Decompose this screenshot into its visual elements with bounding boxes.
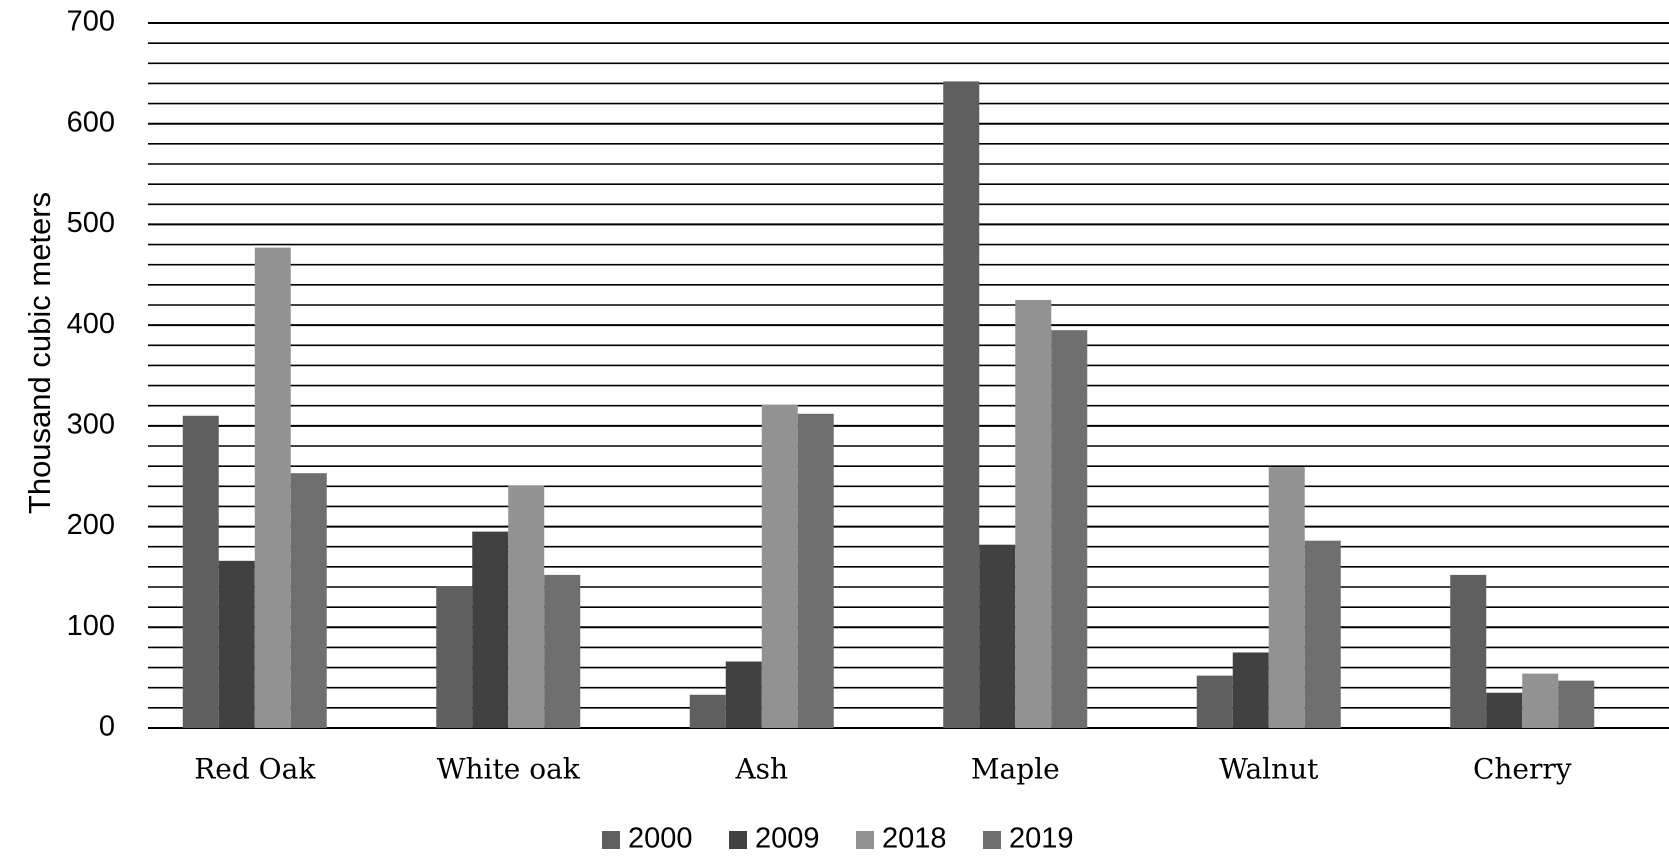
bar <box>1015 299 1052 728</box>
bar <box>1450 574 1487 728</box>
bar <box>290 473 327 728</box>
bar <box>1268 467 1305 728</box>
legend-swatch <box>983 831 1001 849</box>
y-tick-label: 500 <box>67 207 115 239</box>
bar <box>544 574 581 728</box>
x-tick-label: White oak <box>437 753 581 786</box>
bar <box>689 694 726 728</box>
y-tick-label: 200 <box>67 509 115 541</box>
bars <box>182 81 1595 729</box>
legend-label: 2009 <box>755 823 820 855</box>
legend-label: 2000 <box>628 823 693 855</box>
y-tick-label: 600 <box>67 106 115 138</box>
bar <box>254 247 291 729</box>
legend-label: 2019 <box>1009 823 1074 855</box>
bar <box>472 531 509 728</box>
bar <box>182 415 219 728</box>
bar <box>1232 652 1269 728</box>
legend-swatch <box>729 831 747 849</box>
x-tick-label: Walnut <box>1219 753 1319 786</box>
y-axis-ticks: 0 100 200 300 400 500 600 700 <box>67 6 115 743</box>
legend-swatch <box>602 831 620 849</box>
bar <box>943 81 980 728</box>
bar <box>797 413 834 728</box>
x-tick-label: Maple <box>971 753 1060 786</box>
y-tick-label: 100 <box>67 610 115 642</box>
x-tick-label: Cherry <box>1473 753 1572 786</box>
y-tick-label: 300 <box>67 409 115 441</box>
bar <box>436 585 473 728</box>
bar <box>725 661 762 728</box>
bar <box>218 560 255 728</box>
x-axis-ticks: Red Oak White oak Ash Maple Walnut Cherry <box>194 753 1572 786</box>
gridlines <box>148 22 1669 729</box>
bar <box>761 404 798 728</box>
bar <box>1558 680 1595 728</box>
x-tick-label: Ash <box>734 753 788 786</box>
x-tick-label: Red Oak <box>194 753 316 786</box>
legend-swatch <box>856 831 874 849</box>
y-tick-label: 0 <box>99 711 115 743</box>
y-tick-label: 700 <box>67 6 115 38</box>
bar <box>1522 673 1559 728</box>
y-tick-label: 400 <box>67 308 115 340</box>
bar <box>1051 330 1088 728</box>
bar <box>1486 692 1523 728</box>
bar <box>1304 540 1341 728</box>
y-axis-label: Thousand cubic meters <box>22 192 57 514</box>
bar <box>979 544 1016 728</box>
legend-label: 2018 <box>882 823 947 855</box>
bar <box>1196 675 1233 728</box>
legend: 2000 2009 2018 2019 <box>602 823 1074 855</box>
bar <box>508 485 545 728</box>
